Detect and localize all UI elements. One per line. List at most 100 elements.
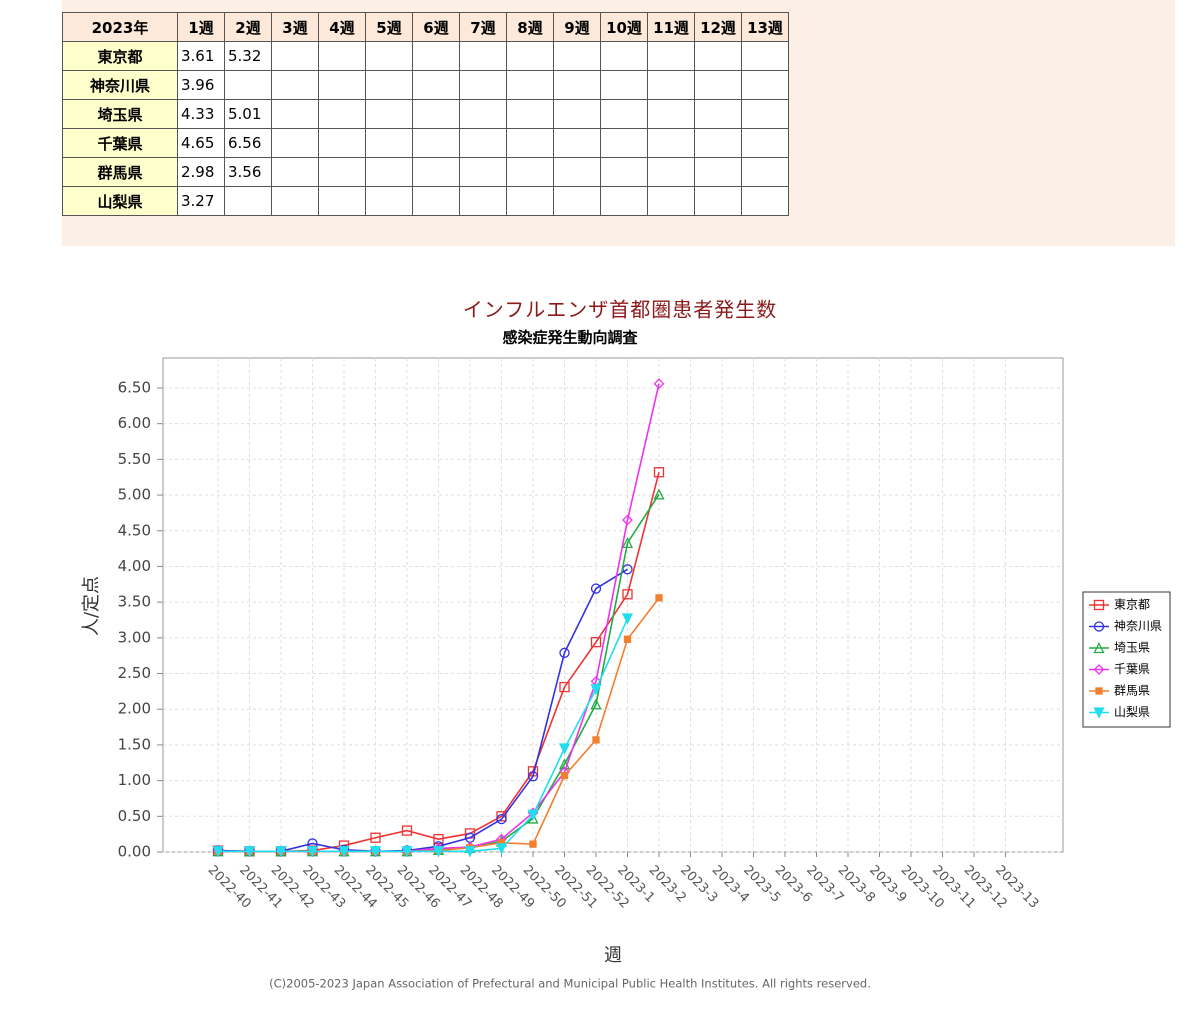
marker (1093, 621, 1105, 632)
legend-label: 埼玉県 (1114, 641, 1150, 655)
chart-title: インフルエンザ首都圏患者発生数 (463, 298, 777, 322)
cell (506, 99, 554, 129)
y-tick-label: 3.00 (118, 628, 151, 646)
cell (506, 157, 554, 187)
marker (559, 681, 570, 693)
marker (496, 814, 507, 825)
cell (318, 70, 366, 100)
marker (655, 594, 663, 602)
cell (553, 128, 601, 158)
cell (694, 70, 742, 100)
y-tick-label: 6.00 (118, 414, 151, 432)
cell (459, 99, 507, 129)
header-cell: 1週 (177, 12, 225, 42)
y-tick-label: 1.00 (118, 771, 151, 789)
cell (506, 41, 554, 71)
table-row: 神奈川県 3.96 (62, 70, 789, 100)
plot-area (162, 357, 1064, 853)
marker (622, 589, 633, 600)
cell (600, 99, 648, 129)
header-cell: 3週 (271, 12, 319, 42)
cell (318, 128, 366, 158)
legend-label: 山梨県 (1114, 705, 1150, 719)
cell (506, 128, 554, 158)
header-cell: 8週 (506, 12, 554, 42)
marker (275, 846, 287, 858)
cell: 6.56 (224, 128, 272, 158)
table-row: 埼玉県 4.33 5.01 (62, 99, 789, 129)
table-panel: 2023年 1週 2週 3週 4週 5週 6週 7週 8週 9週 10週 11週 12週 13週 東京都 3.… (62, 0, 1175, 246)
series-line (217, 568, 628, 853)
cell (694, 157, 742, 187)
x-axis-label: 週 (604, 945, 622, 966)
cell (647, 157, 695, 187)
marker (621, 613, 634, 625)
table-row: 山梨県 3.27 (62, 186, 789, 216)
marker (527, 809, 539, 821)
cell (271, 70, 319, 100)
marker (401, 825, 413, 836)
y-axis-label: 人/定点 (81, 576, 102, 636)
cell (459, 186, 507, 216)
marker (243, 846, 256, 858)
cell (741, 128, 789, 158)
cell (694, 99, 742, 129)
header-cell: 10週 (600, 12, 648, 42)
marker (653, 378, 665, 390)
cell (600, 41, 648, 71)
marker (432, 846, 445, 858)
cell (553, 41, 601, 71)
cell (271, 99, 319, 129)
y-tick-label: 0.50 (118, 807, 151, 825)
cell (318, 99, 366, 129)
legend-label: 群馬県 (1114, 684, 1150, 698)
cell (553, 157, 601, 187)
marker (622, 514, 633, 526)
cell (318, 186, 366, 216)
cell (741, 70, 789, 100)
marker (495, 843, 508, 855)
cell (694, 41, 742, 71)
marker (369, 846, 382, 858)
marker (527, 771, 539, 782)
cell (553, 70, 601, 100)
marker (590, 684, 602, 696)
cell (647, 128, 695, 158)
marker (653, 488, 665, 500)
marker (590, 636, 602, 648)
header-row: 2023年 1週 2週 3週 4週 5週 6週 7週 8週 9週 10週 11週 12週 13週 (62, 12, 789, 42)
marker (1093, 707, 1105, 719)
cell (600, 186, 648, 216)
marker (1093, 642, 1105, 654)
row-label: 群馬県 (62, 157, 178, 187)
cell (600, 157, 648, 187)
header-cell: 4週 (318, 12, 366, 42)
header-cell: 13週 (741, 12, 789, 42)
table-row: 群馬県 2.98 3.56 (62, 157, 789, 187)
cell (459, 70, 507, 100)
y-tick-label: 4.50 (118, 521, 151, 539)
y-tick-label: 5.50 (118, 450, 151, 468)
marker (338, 846, 350, 858)
cell (647, 41, 695, 71)
cell: 3.27 (177, 186, 225, 216)
cell (506, 70, 554, 100)
marker (590, 583, 602, 594)
header-cell: 12週 (694, 12, 742, 42)
y-tick-label: 6.50 (118, 378, 151, 396)
row-label: 埼玉県 (62, 99, 178, 129)
table: 2023年 1週 2週 3週 4週 5週 6週 7週 8週 9週 10週 11週 12週 13週 東京都 3.… (62, 12, 789, 216)
cell (224, 70, 272, 100)
cell (459, 157, 507, 187)
marker (590, 698, 602, 710)
chart: インフルエンザ首都圏患者発生数 感染症発生動向調査 週 人/定点 (C)2005… (81, 298, 1171, 991)
y-tick-label: 4.00 (118, 557, 151, 575)
header-cell: 2週 (224, 12, 272, 42)
cell (741, 41, 789, 71)
cell: 3.61 (177, 41, 225, 71)
copyright: (C)2005-2023 Japan Association of Prefec… (269, 977, 871, 991)
marker (558, 743, 571, 755)
cell (647, 99, 695, 129)
table-row: 東京都 3.61 5.32 (62, 41, 789, 71)
